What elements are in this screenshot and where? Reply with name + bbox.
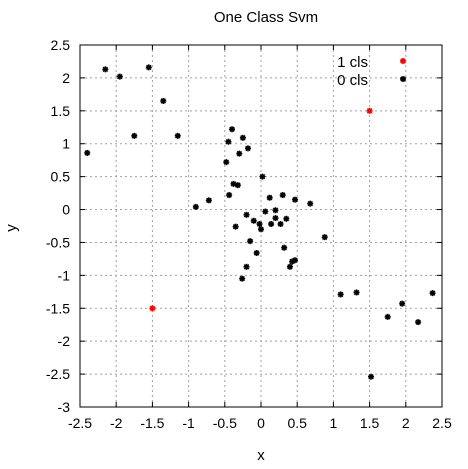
data-point-0-cls	[192, 203, 199, 210]
x-tick-label: 2.5	[432, 415, 452, 431]
y-axis-label: y	[3, 224, 20, 232]
grid	[80, 45, 442, 407]
data-point-0-cls	[272, 215, 279, 222]
x-tick-label: -2	[110, 415, 123, 431]
data-point-0-cls	[239, 134, 246, 141]
data-point-0-cls	[256, 221, 263, 228]
x-tick-label: 1.5	[360, 415, 380, 431]
data-point-0-cls	[283, 215, 290, 222]
data-point-0-cls	[243, 263, 250, 270]
legend-marker-0-cls	[400, 76, 406, 82]
x-axis-label: x	[257, 447, 265, 464]
data-point-0-cls	[250, 217, 257, 224]
x-tick-label: -1.5	[140, 415, 164, 431]
data-point-0-cls	[281, 244, 288, 251]
data-point-0-cls	[286, 263, 293, 270]
data-point-0-cls	[247, 238, 254, 245]
x-tick-label: 0	[257, 415, 265, 431]
x-tick-label: -1	[182, 415, 195, 431]
y-tick-label: -2.5	[46, 366, 70, 382]
data-point-0-cls	[239, 275, 246, 282]
data-point-0-cls	[415, 319, 422, 326]
axis-ticks: -2.5 -2 -1.5 -1 -0.5 0 0.5 1 1.5 2 2.5-3-2.5-2-1.5…	[46, 37, 452, 431]
data-point-1-cls	[366, 107, 373, 114]
legend-marker-1-cls	[400, 58, 406, 64]
data-point-0-cls	[337, 291, 344, 298]
data-point-0-cls	[258, 226, 264, 233]
data-point-0-cls	[277, 221, 284, 228]
x-tick-label: 0.5	[287, 415, 307, 431]
y-tick-label: 2.5	[51, 37, 71, 53]
data-point-0-cls	[174, 132, 181, 139]
data-point-0-cls	[292, 196, 299, 203]
y-tick-label: -0.5	[46, 234, 70, 250]
data-point-0-cls	[243, 211, 250, 218]
data-point-0-cls	[232, 223, 239, 230]
data-point-0-cls	[84, 149, 91, 156]
y-tick-label: 0	[62, 202, 70, 218]
y-tick-label: -3	[58, 399, 71, 415]
y-tick-label: 0.5	[51, 169, 71, 185]
data-point-0-cls	[160, 97, 167, 104]
y-tick-label: 1	[62, 136, 70, 152]
data-point-0-cls	[384, 313, 391, 320]
y-tick-label: -1.5	[46, 300, 70, 316]
data-point-0-cls	[262, 208, 269, 215]
legend-label-1-cls: 1 cls	[337, 54, 368, 71]
y-tick-label: -1	[58, 267, 71, 283]
data-point-0-cls	[307, 200, 314, 207]
data-point-0-cls	[244, 145, 251, 152]
data-point-0-cls	[145, 64, 152, 71]
y-tick-label: 2	[62, 70, 70, 86]
data-point-0-cls	[223, 159, 230, 166]
data-point-0-cls	[225, 138, 232, 145]
data-point-0-cls	[131, 132, 138, 139]
y-tick-label: -2	[58, 333, 71, 349]
data-point-0-cls	[205, 197, 212, 204]
data-point-0-cls	[279, 192, 286, 199]
data-point-0-cls	[234, 182, 241, 189]
data-point-1-cls	[149, 305, 156, 312]
data-point-0-cls	[289, 258, 296, 265]
data-points	[84, 64, 436, 380]
data-point-0-cls	[102, 66, 109, 73]
data-point-0-cls	[399, 300, 406, 307]
data-point-0-cls	[229, 126, 236, 133]
y-tick-label: 1.5	[51, 103, 71, 119]
data-point-0-cls	[259, 173, 266, 180]
data-point-0-cls	[268, 221, 275, 228]
x-tick-label: -2.5	[68, 415, 92, 431]
chart-title: One Class Svm	[214, 9, 318, 26]
x-tick-label: 2	[402, 415, 410, 431]
data-point-0-cls	[116, 73, 123, 80]
plot-frame	[79, 44, 443, 408]
data-point-0-cls	[353, 289, 360, 296]
data-point-0-cls	[429, 290, 436, 297]
data-point-0-cls	[253, 249, 260, 256]
x-tick-label: -0.5	[213, 415, 237, 431]
data-point-0-cls	[236, 150, 243, 157]
x-tick-label: 1	[330, 415, 338, 431]
legend: 1 cls 0 cls	[337, 54, 406, 89]
data-point-0-cls	[368, 373, 375, 380]
data-point-0-cls	[321, 234, 328, 241]
data-point-0-cls	[226, 192, 233, 199]
legend-label-0-cls: 0 cls	[337, 72, 368, 89]
data-point-0-cls	[266, 194, 273, 201]
data-point-0-cls	[272, 207, 279, 214]
